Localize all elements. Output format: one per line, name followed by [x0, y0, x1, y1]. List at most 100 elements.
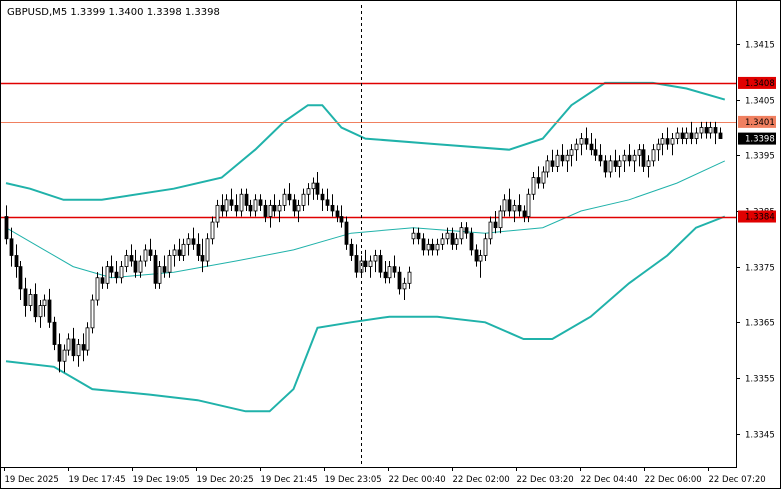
- candle: [157, 261, 162, 289]
- candle: [138, 255, 143, 278]
- candle: [62, 344, 67, 373]
- candle: [493, 210, 498, 234]
- candle: [608, 155, 613, 178]
- candle: [335, 205, 340, 223]
- candle: [498, 205, 503, 234]
- candle: [248, 199, 253, 217]
- candle: [383, 261, 388, 284]
- candle: [301, 188, 306, 211]
- candle: [603, 155, 608, 178]
- candle: [392, 255, 397, 278]
- candle: [507, 188, 512, 217]
- x-tick-label: 19 Dec 2025: [5, 475, 59, 485]
- candle: [330, 194, 335, 217]
- candle: [244, 188, 249, 211]
- candle: [315, 171, 320, 200]
- candle: [129, 244, 134, 267]
- candle: [665, 127, 670, 150]
- candle: [81, 333, 86, 362]
- x-tick-label: 22 Dec 04:40: [581, 475, 638, 485]
- candle: [239, 188, 244, 217]
- svg-text:1.3401: 1.3401: [745, 118, 775, 128]
- candle: [186, 233, 191, 256]
- candle: [526, 188, 531, 223]
- candle: [656, 138, 661, 161]
- candle: [71, 327, 76, 362]
- candle: [52, 316, 57, 351]
- candle: [613, 149, 618, 172]
- candle: [699, 121, 704, 139]
- candle: [718, 127, 723, 139]
- candle: [292, 194, 297, 217]
- level-price-tag: 1.3408: [738, 76, 776, 89]
- level-price-tag: 1.3384: [738, 210, 776, 223]
- candle: [387, 261, 392, 284]
- candle: [148, 238, 153, 262]
- candle: [488, 216, 493, 245]
- candle: [517, 194, 522, 217]
- candle: [713, 121, 718, 145]
- svg-text:1.3384: 1.3384: [745, 213, 775, 223]
- candle: [694, 127, 699, 145]
- candle: [162, 255, 167, 278]
- x-tick-label: 22 Dec 07:20: [709, 475, 766, 485]
- candle: [272, 194, 277, 217]
- x-tick-label: 19 Dec 19:05: [133, 475, 190, 485]
- candle: [33, 283, 38, 323]
- candle: [210, 216, 215, 245]
- candle: [483, 233, 488, 262]
- candle: [368, 255, 373, 278]
- candle: [541, 166, 546, 189]
- candle: [57, 333, 62, 373]
- candle: [181, 238, 186, 262]
- candle: [76, 338, 81, 367]
- candle: [124, 249, 129, 273]
- candle: [378, 249, 383, 278]
- candle: [311, 177, 316, 200]
- candle: [689, 121, 694, 145]
- candle: [109, 255, 114, 278]
- candle: [258, 194, 263, 211]
- candle: [660, 133, 665, 156]
- x-tick-label: 19 Dec 17:45: [69, 475, 126, 485]
- x-tick-label: 19 Dec 20:25: [197, 475, 254, 485]
- candle: [296, 199, 301, 223]
- candle: [220, 194, 225, 217]
- candle: [325, 188, 330, 211]
- candle: [574, 138, 579, 161]
- candle: [196, 233, 201, 262]
- candle: [105, 261, 110, 289]
- candle: [167, 249, 172, 278]
- middle-band-line: [5, 160, 726, 279]
- candle: [14, 244, 19, 278]
- candle: [172, 244, 177, 267]
- candle: [641, 144, 646, 172]
- candle: [4, 205, 9, 245]
- candle: [421, 233, 426, 256]
- candle: [253, 194, 258, 217]
- candle: [593, 138, 598, 161]
- candle: [680, 127, 685, 145]
- candle: [651, 144, 656, 167]
- candle: [589, 133, 594, 156]
- candle: [143, 244, 148, 267]
- candle: [632, 149, 637, 172]
- candle: [430, 238, 435, 256]
- candle: [550, 149, 555, 172]
- candle: [598, 144, 603, 167]
- candle: [339, 205, 344, 228]
- candle: [426, 238, 431, 256]
- candle: [407, 266, 412, 289]
- candle: [344, 216, 349, 250]
- candle: [445, 227, 450, 245]
- candle: [627, 144, 632, 167]
- candle: [708, 121, 713, 139]
- candle: [397, 266, 402, 295]
- candle: [560, 144, 565, 167]
- candle: [555, 149, 560, 172]
- candle: [373, 249, 378, 273]
- svg-text:1.3398: 1.3398: [745, 135, 775, 145]
- candle: [675, 127, 680, 145]
